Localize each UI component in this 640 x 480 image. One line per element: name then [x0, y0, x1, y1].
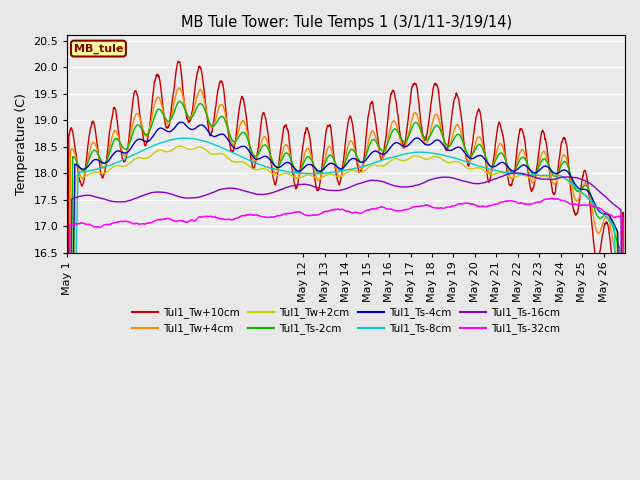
- Tul1_Tw+2cm: [509, 175, 517, 180]
- Title: MB Tule Tower: Tule Temps 1 (3/1/11-3/19/14): MB Tule Tower: Tule Temps 1 (3/1/11-3/19…: [180, 15, 512, 30]
- Line: Tul1_Tw+2cm: Tul1_Tw+2cm: [67, 146, 625, 480]
- Tul1_Ts-16cm: [509, 170, 516, 176]
- Line: Tul1_Tw+4cm: Tul1_Tw+4cm: [67, 88, 625, 480]
- Tul1_Tw+10cm: [95, 153, 102, 158]
- Tul1_Ts-4cm: [497, 159, 505, 165]
- Tul1_Ts-8cm: [95, 166, 102, 171]
- Tul1_Tw+4cm: [140, 129, 148, 135]
- Tul1_Ts-4cm: [177, 119, 185, 125]
- Tul1_Tw+2cm: [497, 170, 505, 176]
- Tul1_Ts-4cm: [430, 139, 438, 144]
- Text: MB_tule: MB_tule: [74, 44, 123, 54]
- Tul1_Ts-16cm: [497, 174, 505, 180]
- Tul1_Tw+4cm: [95, 153, 102, 159]
- Tul1_Ts-16cm: [430, 176, 438, 182]
- Tul1_Ts-32cm: [140, 221, 148, 227]
- Tul1_Ts-32cm: [187, 217, 195, 223]
- Tul1_Ts-4cm: [95, 157, 102, 163]
- Tul1_Tw+4cm: [497, 141, 505, 147]
- Tul1_Ts-8cm: [497, 168, 505, 174]
- Tul1_Tw+4cm: [187, 115, 195, 120]
- Tul1_Ts-4cm: [509, 168, 517, 174]
- Tul1_Ts-32cm: [95, 224, 102, 230]
- Tul1_Tw+10cm: [497, 126, 505, 132]
- Tul1_Ts-2cm: [176, 98, 184, 104]
- Line: Tul1_Ts-16cm: Tul1_Ts-16cm: [67, 173, 625, 480]
- Tul1_Ts-8cm: [187, 136, 195, 142]
- Tul1_Ts-32cm: [548, 195, 556, 201]
- Tul1_Ts-2cm: [187, 115, 195, 121]
- Tul1_Ts-16cm: [95, 195, 102, 201]
- Tul1_Ts-32cm: [430, 205, 438, 211]
- Tul1_Ts-2cm: [95, 153, 102, 158]
- Line: Tul1_Ts-32cm: Tul1_Ts-32cm: [67, 198, 625, 480]
- Tul1_Tw+10cm: [187, 116, 195, 121]
- Legend: Tul1_Tw+10cm, Tul1_Tw+4cm, Tul1_Tw+2cm, Tul1_Ts-2cm, Tul1_Ts-4cm, Tul1_Ts-8cm, T: Tul1_Tw+10cm, Tul1_Tw+4cm, Tul1_Tw+2cm, …: [128, 303, 564, 338]
- Tul1_Tw+2cm: [95, 170, 102, 176]
- Tul1_Tw+10cm: [175, 59, 182, 64]
- Tul1_Ts-32cm: [497, 200, 505, 205]
- Tul1_Ts-2cm: [497, 150, 505, 156]
- Tul1_Tw+10cm: [509, 177, 517, 182]
- Y-axis label: Temperature (C): Temperature (C): [15, 93, 28, 195]
- Tul1_Ts-16cm: [187, 195, 195, 201]
- Tul1_Tw+2cm: [177, 143, 184, 149]
- Tul1_Tw+4cm: [430, 114, 438, 120]
- Tul1_Tw+10cm: [430, 83, 438, 88]
- Tul1_Ts-4cm: [187, 126, 195, 132]
- Tul1_Tw+2cm: [430, 154, 438, 159]
- Tul1_Ts-8cm: [140, 147, 148, 153]
- Tul1_Tw+2cm: [140, 156, 148, 161]
- Tul1_Tw+4cm: [509, 175, 517, 181]
- Tul1_Ts-16cm: [513, 170, 520, 176]
- Line: Tul1_Tw+10cm: Tul1_Tw+10cm: [67, 61, 625, 480]
- Tul1_Ts-8cm: [180, 135, 188, 141]
- Tul1_Ts-8cm: [430, 151, 438, 156]
- Line: Tul1_Ts-2cm: Tul1_Ts-2cm: [67, 101, 625, 480]
- Tul1_Ts-32cm: [509, 198, 516, 204]
- Tul1_Ts-16cm: [140, 192, 148, 198]
- Tul1_Tw+10cm: [140, 138, 148, 144]
- Line: Tul1_Ts-4cm: Tul1_Ts-4cm: [67, 122, 625, 480]
- Tul1_Ts-4cm: [140, 138, 148, 144]
- Tul1_Tw+4cm: [175, 85, 183, 91]
- Tul1_Ts-2cm: [140, 130, 148, 135]
- Tul1_Ts-2cm: [509, 169, 517, 175]
- Tul1_Tw+2cm: [187, 146, 195, 152]
- Tul1_Ts-8cm: [509, 170, 517, 176]
- Tul1_Ts-2cm: [430, 125, 438, 131]
- Line: Tul1_Ts-8cm: Tul1_Ts-8cm: [67, 138, 625, 480]
